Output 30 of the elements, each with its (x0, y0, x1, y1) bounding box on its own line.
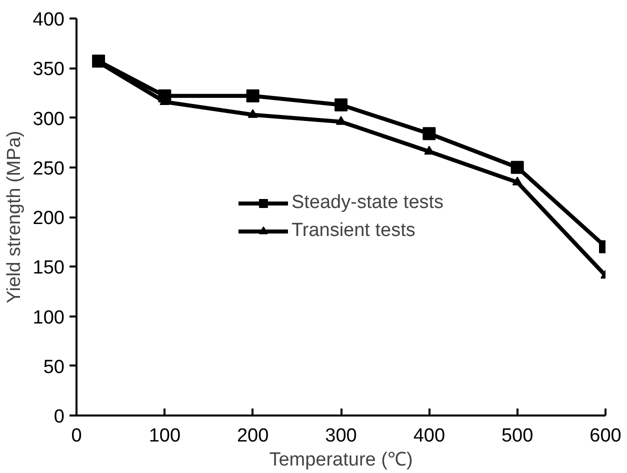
x-axis-title: Temperature (℃) (269, 450, 413, 470)
x-tick-label: 300 (325, 426, 357, 446)
x-tick-label: 500 (501, 426, 534, 446)
point (512, 176, 522, 186)
y-tick-label: 200 (32, 208, 64, 229)
point (336, 116, 346, 125)
x-tick-label: 400 (413, 426, 446, 446)
y-axis-title: Yield strength (MPa) (4, 130, 25, 304)
point (334, 98, 348, 112)
legend-label: Transient tests (291, 220, 416, 242)
legend-label: Steady-state tests (291, 192, 444, 214)
y-tick-label: 0 (54, 406, 65, 428)
x-tick-label: 100 (148, 426, 181, 446)
y-tick-label: 100 (32, 307, 64, 328)
point (158, 89, 172, 102)
y-tick-label: 250 (32, 158, 64, 180)
y-tick-label: 50 (43, 356, 65, 378)
x-tick-label: 0 (71, 426, 82, 446)
y-tick-label: 400 (32, 10, 64, 30)
point (510, 160, 524, 174)
y-tick-label: 150 (32, 258, 64, 279)
point (424, 146, 434, 155)
point (248, 109, 258, 118)
point (246, 89, 260, 102)
x-tick-label: 200 (236, 426, 269, 446)
point (422, 127, 436, 140)
point (92, 54, 106, 68)
x-tick-label: 600 (590, 426, 622, 446)
y-tick-label: 350 (32, 59, 64, 80)
y-tick-label: 300 (32, 108, 64, 130)
